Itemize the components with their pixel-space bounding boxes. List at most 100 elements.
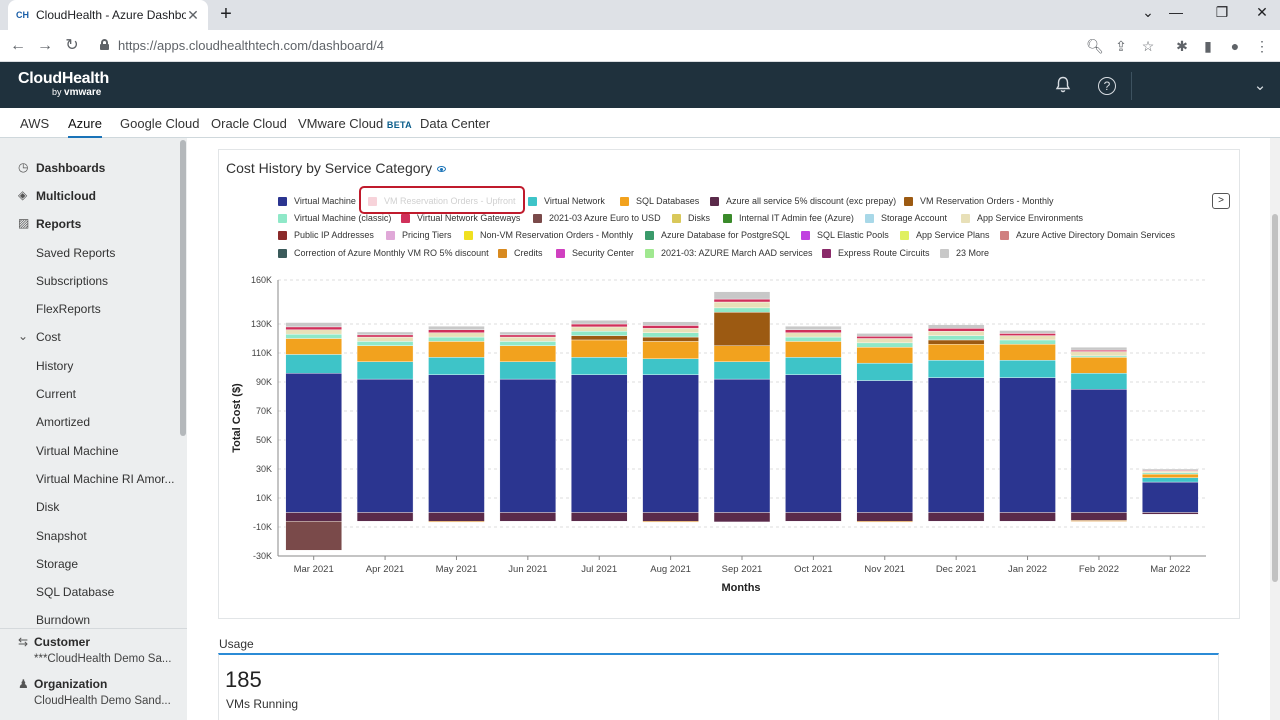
tab-google-cloud[interactable]: Google Cloud xyxy=(120,116,200,131)
legend-item[interactable]: Credits xyxy=(498,246,543,260)
legend-item[interactable]: Non-VM Reservation Orders - Monthly xyxy=(464,228,633,242)
sidebar-item-sql-database[interactable]: SQL Database xyxy=(0,584,176,604)
tab-azure[interactable]: Azure xyxy=(68,116,102,139)
sidebar-item-cost[interactable]: ⌄ Cost xyxy=(0,329,176,349)
vms-running-label: VMs Running xyxy=(226,697,299,711)
zoom-icon[interactable]: 🔍︎ xyxy=(1086,38,1104,54)
bar-segment xyxy=(428,325,485,330)
legend-label: App Service Environments xyxy=(977,213,1084,223)
browser-tab[interactable]: CH CloudHealth - Azure Dashboard ✕ xyxy=(8,0,208,30)
legend-item[interactable]: 23 More xyxy=(940,246,989,260)
y-tick-label: -10K xyxy=(253,522,272,532)
legend-label: Internal IT Admin fee (Azure) xyxy=(739,213,854,223)
new-tab-icon[interactable]: + xyxy=(220,3,232,25)
legend-item[interactable]: Internal IT Admin fee (Azure) xyxy=(723,211,854,225)
legend-swatch xyxy=(620,196,629,206)
tab-oracle-cloud[interactable]: Oracle Cloud xyxy=(211,116,287,131)
legend-item[interactable]: Pricing Tiers xyxy=(386,228,452,242)
extensions-icon[interactable]: ✱ xyxy=(1176,38,1188,54)
sidebar-item-vm-ri-amortized[interactable]: Virtual Machine RI Amor... xyxy=(0,471,176,491)
legend-item[interactable]: SQL Databases xyxy=(620,194,699,208)
tab-vmware-label: VMware Cloud xyxy=(298,116,384,131)
bar-segment xyxy=(499,334,557,338)
legend-swatch xyxy=(672,213,681,223)
help-icon[interactable]: ? xyxy=(1098,77,1116,95)
url-field[interactable]: https://apps.cloudhealthtech.com/dashboa… xyxy=(118,38,384,53)
sidebar-item-history[interactable]: History xyxy=(0,358,176,378)
legend-item[interactable]: App Service Environments xyxy=(961,211,1083,225)
legend-label: Credits xyxy=(514,248,543,258)
sidebar-item-amortized[interactable]: Amortized xyxy=(0,414,176,434)
restore-icon[interactable]: ❐ xyxy=(1215,4,1229,20)
legend-item[interactable]: Virtual Network xyxy=(528,194,605,208)
legend-label: VM Reservation Orders - Upfront xyxy=(384,196,516,206)
legend-item[interactable]: 2021-03 Azure Euro to USD xyxy=(533,211,661,225)
organization-value[interactable]: CloudHealth Demo Sand... xyxy=(34,695,171,707)
legend-item[interactable]: Correction of Azure Monthly VM RO 5% dis… xyxy=(278,246,489,260)
notifications-bell-icon[interactable] xyxy=(1053,76,1073,96)
bar-segment xyxy=(927,360,985,378)
legend-item[interactable]: SQL Elastic Pools xyxy=(801,228,889,242)
tab-vmware-cloud[interactable]: VMware Cloud BETA xyxy=(298,116,412,131)
legend-item[interactable]: Azure Active Directory Domain Services xyxy=(1000,228,1175,242)
legend-item[interactable]: Virtual Machine (classic) xyxy=(278,211,391,225)
legend-item[interactable]: Virtual Machine xyxy=(278,194,356,208)
legend-item[interactable]: Storage Account xyxy=(865,211,947,225)
back-icon[interactable]: ← xyxy=(10,37,26,54)
sidebar-item-disk[interactable]: Disk xyxy=(0,499,176,519)
chevron-down-icon: ⌄ xyxy=(18,329,29,343)
sidebar-item-current[interactable]: Current xyxy=(0,386,176,406)
bookmark-star-icon[interactable]: ☆ xyxy=(1141,38,1155,54)
legend-item[interactable]: Disks xyxy=(672,211,710,225)
legend-item[interactable]: Azure all service 5% discount (exc prepa… xyxy=(710,194,896,208)
bar-segment xyxy=(856,338,913,344)
forward-icon[interactable]: → xyxy=(37,37,53,54)
cloudhealth-logo[interactable]: CloudHealth by vmware xyxy=(18,70,109,98)
eye-icon[interactable] xyxy=(437,166,447,172)
sidebar-item-label: FlexReports xyxy=(36,302,101,316)
legend-label: App Service Plans xyxy=(916,230,990,240)
x-tick-label: Jul 2021 xyxy=(581,564,617,575)
side-panel-icon[interactable]: ▮ xyxy=(1204,38,1212,54)
legend-next-button[interactable]: > xyxy=(1212,193,1230,209)
sidebar-item-snapshot[interactable]: Snapshot xyxy=(0,528,176,548)
page-scrollbar[interactable] xyxy=(1272,214,1278,582)
sidebar-scrollbar[interactable] xyxy=(180,140,186,436)
account-chevron-icon[interactable]: ⌄ xyxy=(1253,77,1267,94)
reload-icon[interactable]: ↻ xyxy=(65,37,79,54)
bar-segment xyxy=(428,357,485,375)
legend-item[interactable]: Express Route Circuits xyxy=(822,246,930,260)
sidebar-item-storage[interactable]: Storage xyxy=(0,556,176,576)
tab-aws[interactable]: AWS xyxy=(20,116,50,131)
sidebar-item-burndown[interactable]: Burndown xyxy=(0,612,176,632)
organization-icon: ♟ xyxy=(18,677,29,691)
legend-item[interactable]: 2021-03: AZURE March AAD services xyxy=(645,246,813,260)
customer-value[interactable]: ***CloudHealth Demo Sa... xyxy=(34,653,172,665)
legend-swatch xyxy=(645,230,654,240)
sidebar-item-saved-reports[interactable]: Saved Reports xyxy=(0,245,176,265)
chevron-down-icon[interactable]: ⌄ xyxy=(1142,4,1154,20)
legend-item[interactable]: VM Reservation Orders - Upfront xyxy=(368,194,516,208)
sidebar-item-subscriptions[interactable]: Subscriptions xyxy=(0,273,176,293)
legend-item[interactable]: Virtual Network Gateways xyxy=(401,211,520,225)
legend-item[interactable]: Public IP Addresses xyxy=(278,228,374,242)
sidebar-item-label: Disk xyxy=(36,500,60,514)
close-tab-icon[interactable]: ✕ xyxy=(187,6,199,23)
sidebar-item-multicloud[interactable]: ◈ Multicloud xyxy=(0,188,176,208)
legend-item[interactable]: Azure Database for PostgreSQL xyxy=(645,228,790,242)
close-window-icon[interactable]: ✕ xyxy=(1256,4,1268,20)
sidebar-item-flexreports[interactable]: FlexReports xyxy=(0,301,176,321)
legend-item[interactable]: VM Reservation Orders - Monthly xyxy=(904,194,1054,208)
legend-item[interactable]: App Service Plans xyxy=(900,228,990,242)
share-icon[interactable]: ⇪ xyxy=(1115,38,1127,54)
tab-data-center[interactable]: Data Center xyxy=(420,116,491,131)
bar-segment xyxy=(571,357,628,375)
bar-segment xyxy=(571,323,628,328)
minimize-icon[interactable]: — xyxy=(1169,4,1183,20)
profile-icon[interactable]: ● xyxy=(1230,38,1240,54)
sidebar-item-dashboards[interactable]: ◷ Dashboards xyxy=(0,160,176,180)
legend-item[interactable]: Security Center xyxy=(556,246,634,260)
menu-kebab-icon[interactable]: ⋮ xyxy=(1255,38,1269,54)
sidebar-item-virtual-machine[interactable]: Virtual Machine xyxy=(0,443,176,463)
sidebar-item-reports[interactable]: ▨ Reports xyxy=(0,216,176,236)
